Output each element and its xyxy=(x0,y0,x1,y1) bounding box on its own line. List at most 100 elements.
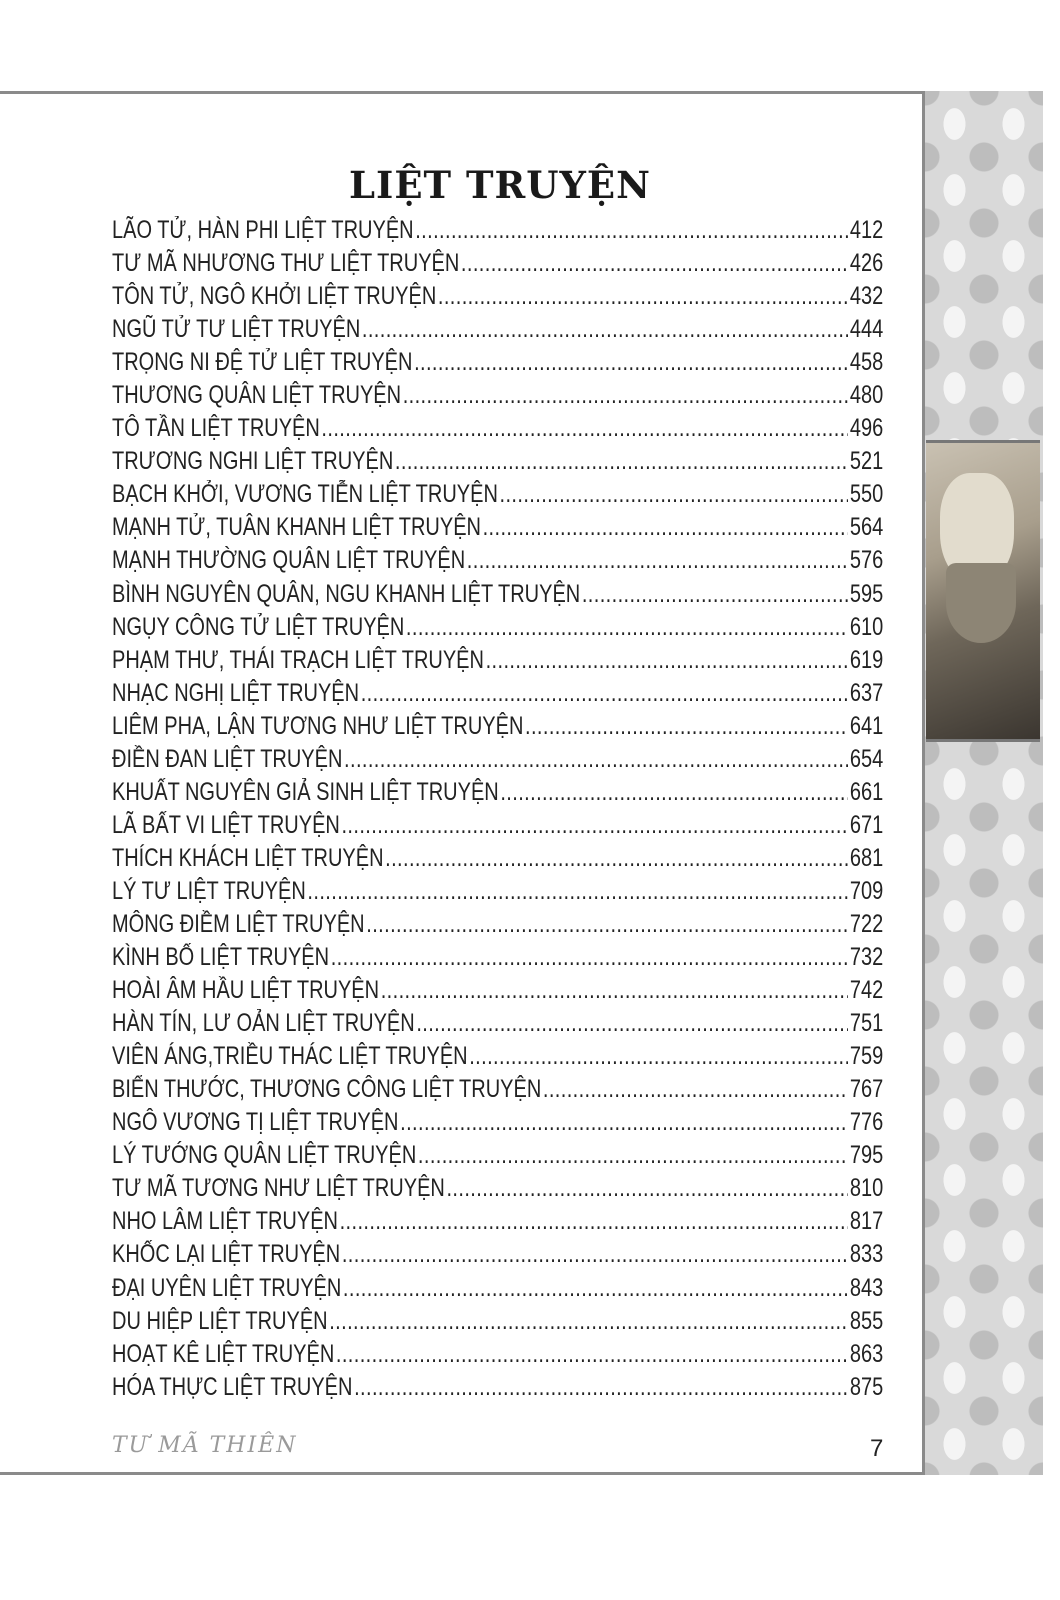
toc-entry-page: 595 xyxy=(849,579,884,608)
toc-entry[interactable]: MẠNH TỬ, TUÂN KHANH LIỆT TRUYỆN 564 xyxy=(112,513,883,546)
toc-entry[interactable]: PHẠM THƯ, THÁI TRẠCH LIỆT TRUYỆN 619 xyxy=(112,646,883,679)
toc-entry-page: 458 xyxy=(849,348,884,377)
toc-entry-page: 496 xyxy=(849,414,884,443)
toc-entry[interactable]: MÔNG ĐIỀM LIỆT TRUYỆN 722 xyxy=(112,910,883,943)
toc-entry-page: 863 xyxy=(849,1339,884,1368)
toc-entry-page: 521 xyxy=(849,447,884,476)
toc-entry[interactable]: MẠNH THƯỜNG QUÂN LIỆT TRUYỆN 576 xyxy=(112,546,883,579)
dot-leader xyxy=(343,1274,848,1303)
dot-leader xyxy=(446,1174,848,1203)
toc-entry-page: 722 xyxy=(849,909,884,938)
toc-entry-title: LÃ BẤT VI LIỆT TRUYỆN xyxy=(112,810,340,839)
toc-entry[interactable]: LÃ BẤT VI LIỆT TRUYỆN 671 xyxy=(112,811,883,844)
toc-entry[interactable]: TRỌNG NI ĐỆ TỬ LIỆT TRUYỆN 458 xyxy=(112,348,883,381)
toc-entry[interactable]: HÓA THỰC LIỆT TRUYỆN 875 xyxy=(112,1373,883,1406)
toc-entry[interactable]: TÔ TẦN LIỆT TRUYỆN 496 xyxy=(112,414,883,447)
dot-leader xyxy=(415,216,848,245)
dot-leader xyxy=(414,348,848,377)
toc-entry[interactable]: DU HIỆP LIỆT TRUYỆN 855 xyxy=(112,1307,883,1340)
toc-entry-page: 619 xyxy=(849,645,884,674)
toc-entry-title: TÔN TỬ, NGÔ KHỞI LIỆT TRUYỆN xyxy=(112,282,437,311)
dot-leader xyxy=(500,480,849,509)
toc-entry[interactable]: NGŨ TỬ TƯ LIỆT TRUYỆN 444 xyxy=(112,315,883,348)
toc-entry[interactable]: LÝ TƯỚNG QUÂN LIỆT TRUYỆN 795 xyxy=(112,1141,883,1174)
toc-entry-page: 767 xyxy=(849,1075,884,1104)
dot-leader xyxy=(341,811,848,840)
toc-entry-page: 610 xyxy=(849,612,884,641)
toc-entry-title: MẠNH TỬ, TUÂN KHANH LIỆT TRUYỆN xyxy=(112,513,481,542)
toc-entry-title: NHO LÂM LIỆT TRUYỆN xyxy=(112,1207,338,1236)
toc-entry[interactable]: KÌNH BỐ LIỆT TRUYỆN 732 xyxy=(112,943,883,976)
toc-entry-title: TÔ TẦN LIỆT TRUYỆN xyxy=(112,414,320,443)
toc-entry-title: HÓA THỰC LIỆT TRUYỆN xyxy=(112,1372,353,1401)
toc-entry-page: 671 xyxy=(849,810,884,839)
dot-leader xyxy=(344,745,848,774)
dot-leader xyxy=(469,1042,848,1071)
toc-entry[interactable]: THƯƠNG QUÂN LIỆT TRUYỆN 480 xyxy=(112,381,883,414)
toc-entry[interactable]: LIÊM PHA, LẬN TƯƠNG NHƯ LIỆT TRUYỆN 641 xyxy=(112,712,883,745)
toc-entry[interactable]: NGỤY CÔNG TỬ LIỆT TRUYỆN 610 xyxy=(112,613,883,646)
dot-leader xyxy=(331,943,849,972)
toc-entry-page: 742 xyxy=(849,976,884,1005)
bottom-rule xyxy=(0,1472,922,1475)
toc-entry-page: 432 xyxy=(849,282,884,311)
dot-leader xyxy=(336,1340,848,1369)
toc-entry[interactable]: THÍCH KHÁCH LIỆT TRUYỆN 681 xyxy=(112,844,883,877)
page-number: 7 xyxy=(870,1435,884,1462)
toc-entry[interactable]: KHUẤT NGUYÊN GIẢ SINH LIỆT TRUYỆN 661 xyxy=(112,778,883,811)
toc-entry[interactable]: BẠCH KHỞI, VƯƠNG TIỄN LIỆT TRUYỆN 550 xyxy=(112,480,883,513)
table-of-contents: LÃO TỬ, HÀN PHI LIỆT TRUYỆN 412 TƯ MÃ NHƯƠ… xyxy=(112,216,883,1406)
toc-entry[interactable]: VIÊN ÁNG,TRIỀU THÁC LIỆT TRUYỆN 759 xyxy=(112,1042,883,1075)
toc-entry-page: 817 xyxy=(849,1207,884,1236)
dot-leader xyxy=(543,1075,848,1104)
toc-entry-title: NGỤY CÔNG TỬ LIỆT TRUYỆN xyxy=(112,612,405,641)
toc-entry-page: 795 xyxy=(849,1141,884,1170)
toc-entry-page: 480 xyxy=(849,381,884,410)
toc-entry-title: LÝ TƯ LIỆT TRUYỆN xyxy=(112,876,306,905)
toc-entry[interactable]: LÝ TƯ LIỆT TRUYỆN 709 xyxy=(112,877,883,910)
dot-leader xyxy=(361,679,849,708)
toc-entry[interactable]: KHỐC LẠI LIỆT TRUYỆN 833 xyxy=(112,1240,883,1273)
dot-leader xyxy=(329,1307,848,1336)
toc-entry[interactable]: ĐẠI UYÊN LIỆT TRUYỆN 843 xyxy=(112,1274,883,1307)
toc-entry[interactable]: NGÔ VƯƠNG TỊ LIỆT TRUYỆN 776 xyxy=(112,1108,883,1141)
toc-entry-title: NGÔ VƯƠNG TỊ LIỆT TRUYỆN xyxy=(112,1108,399,1137)
toc-entry[interactable]: TRƯƠNG NGHI LIỆT TRUYỆN 521 xyxy=(112,447,883,480)
toc-entry[interactable]: BÌNH NGUYÊN QUÂN, NGU KHANH LIỆT TRUYỆN 5… xyxy=(112,580,883,613)
toc-entry[interactable]: TƯ MÃ NHƯƠNG THƯ LIỆT TRUYỆN 426 xyxy=(112,249,883,282)
dot-leader xyxy=(400,1108,848,1137)
toc-entry[interactable]: NHO LÂM LIỆT TRUYỆN 817 xyxy=(112,1207,883,1240)
toc-entry-title: NGŨ TỬ TƯ LIỆT TRUYỆN xyxy=(112,315,361,344)
page-title: LIỆT TRUYỆN xyxy=(349,162,651,207)
toc-entry[interactable]: LÃO TỬ, HÀN PHI LIỆT TRUYỆN 412 xyxy=(112,216,883,249)
toc-entry-title: NHẠC NGHỊ LIỆT TRUYỆN xyxy=(112,678,360,707)
toc-entry-page: 843 xyxy=(849,1273,884,1302)
toc-entry[interactable]: HOẠT KÊ LIỆT TRUYỆN 863 xyxy=(112,1340,883,1373)
toc-entry-title: HÀN TÍN, LƯ OẢN LIỆT TRUYỆN xyxy=(112,1009,415,1038)
dot-leader xyxy=(438,282,848,311)
toc-entry[interactable]: ĐIỀN ĐAN LIỆT TRUYỆN 654 xyxy=(112,745,883,778)
toc-entry[interactable]: NHẠC NGHỊ LIỆT TRUYỆN 637 xyxy=(112,679,883,712)
toc-entry[interactable]: BIỂN THƯỚC, THƯƠNG CÔNG LIỆT TRUYỆN 767 xyxy=(112,1075,883,1108)
toc-entry-page: 833 xyxy=(849,1240,884,1269)
toc-entry-page: 875 xyxy=(849,1372,884,1401)
toc-entry-title: TƯ MÃ TƯƠNG NHƯ LIỆT TRUYỆN xyxy=(112,1174,445,1203)
toc-entry[interactable]: TƯ MÃ TƯƠNG NHƯ LIỆT TRUYỆN 810 xyxy=(112,1174,883,1207)
dot-leader xyxy=(321,414,848,443)
dot-leader xyxy=(385,844,848,873)
toc-entry-title: KHUẤT NGUYÊN GIẢ SINH LIỆT TRUYỆN xyxy=(112,777,499,806)
toc-entry-page: 412 xyxy=(849,216,884,244)
toc-entry-title: TƯ MÃ NHƯƠNG THƯ LIỆT TRUYỆN xyxy=(112,249,460,278)
portrait-beard xyxy=(946,563,1016,643)
toc-entry-title: KHỐC LẠI LIỆT TRUYỆN xyxy=(112,1240,341,1269)
toc-entry-page: 776 xyxy=(849,1108,884,1137)
portrait-illustration xyxy=(926,440,1040,742)
toc-entry[interactable]: HOÀI ÂM HẦU LIỆT TRUYỆN 742 xyxy=(112,976,883,1009)
toc-entry-title: HOÀI ÂM HẦU LIỆT TRUYỆN xyxy=(112,976,380,1005)
toc-entry-title: PHẠM THƯ, THÁI TRẠCH LIỆT TRUYỆN xyxy=(112,645,484,674)
toc-entry-page: 751 xyxy=(849,1009,884,1038)
toc-entry-title: DU HIỆP LIỆT TRUYỆN xyxy=(112,1306,328,1335)
toc-entry[interactable]: TÔN TỬ, NGÔ KHỞI LIỆT TRUYỆN 432 xyxy=(112,282,883,315)
toc-entry[interactable]: HÀN TÍN, LƯ OẢN LIỆT TRUYỆN 751 xyxy=(112,1009,883,1042)
toc-entry-title: TRƯƠNG NGHI LIỆT TRUYỆN xyxy=(112,447,394,476)
